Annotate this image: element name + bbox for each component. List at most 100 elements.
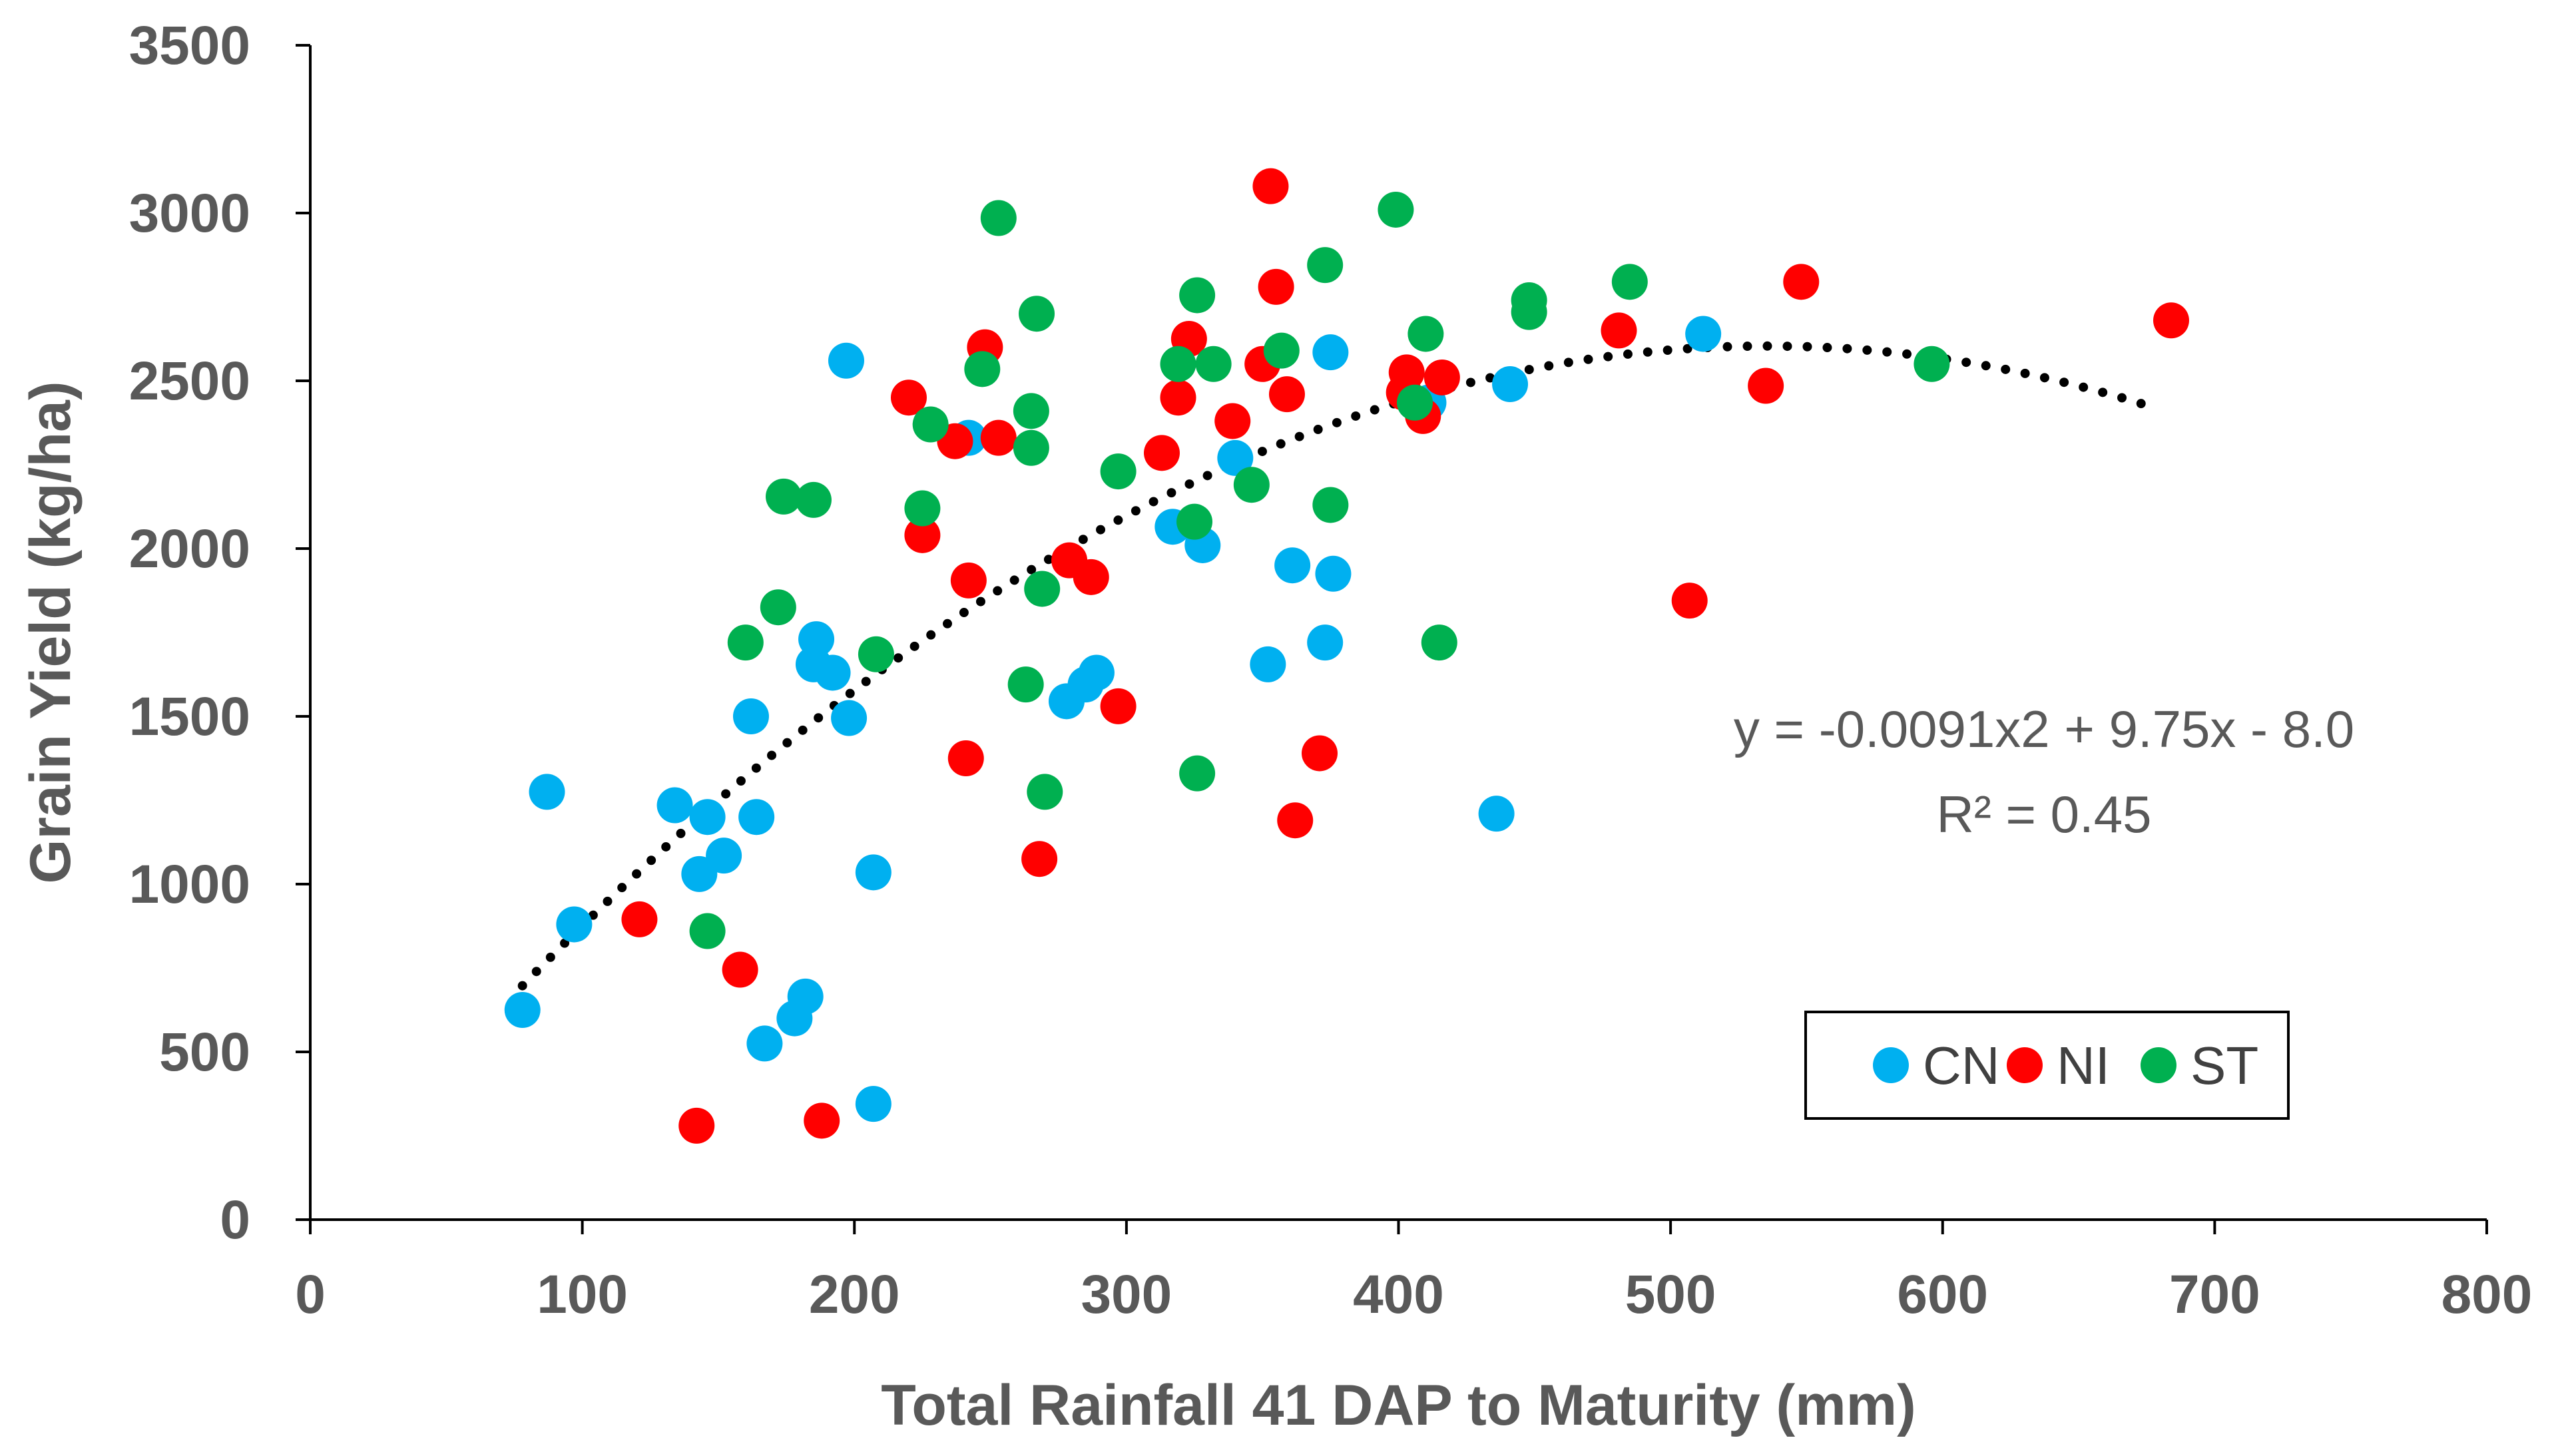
point-ni bbox=[947, 740, 984, 776]
point-st bbox=[1421, 624, 1457, 661]
point-cn bbox=[814, 654, 851, 691]
point-ni bbox=[1388, 354, 1425, 391]
point-cn bbox=[1492, 366, 1529, 403]
point-cn bbox=[681, 855, 718, 892]
y-tick-label: 500 bbox=[159, 1022, 250, 1083]
point-ni bbox=[1100, 688, 1137, 724]
point-st bbox=[858, 636, 894, 672]
x-tick-label: 700 bbox=[2169, 1264, 2260, 1325]
point-ni bbox=[2153, 302, 2189, 339]
point-ni bbox=[1301, 735, 1338, 772]
point-ni bbox=[1277, 802, 1314, 839]
point-st bbox=[1019, 296, 1055, 332]
point-cn bbox=[1315, 555, 1352, 592]
legend-marker-ni bbox=[2007, 1047, 2043, 1083]
point-st bbox=[1179, 755, 1216, 792]
x-tick-label: 200 bbox=[809, 1264, 900, 1325]
y-tick-label: 0 bbox=[220, 1190, 250, 1250]
legend-label-cn: CN bbox=[1923, 1036, 2000, 1095]
point-ni bbox=[1143, 435, 1180, 471]
point-st bbox=[760, 589, 796, 626]
x-tick-label: 0 bbox=[295, 1264, 326, 1325]
point-ni bbox=[1252, 168, 1289, 204]
point-cn bbox=[1274, 547, 1311, 584]
point-ni bbox=[1601, 312, 1637, 349]
point-cn bbox=[855, 854, 892, 891]
point-cn bbox=[504, 992, 541, 1028]
y-tick-label: 2000 bbox=[129, 519, 250, 579]
x-tick-label: 800 bbox=[2441, 1264, 2533, 1325]
point-ni bbox=[1214, 403, 1251, 439]
trendline-layer bbox=[517, 341, 2160, 991]
point-cn bbox=[529, 774, 565, 810]
point-st bbox=[1511, 294, 1547, 330]
point-st bbox=[1007, 666, 1044, 703]
point-ni bbox=[1423, 359, 1460, 395]
point-cn bbox=[746, 1025, 783, 1062]
point-ni bbox=[1021, 841, 1058, 877]
point-cn bbox=[798, 621, 835, 658]
point-st bbox=[1024, 571, 1061, 607]
x-axis-title: Total Rainfall 41 DAP to Maturity (mm) bbox=[881, 1373, 1916, 1437]
point-cn bbox=[556, 906, 593, 943]
point-st bbox=[904, 490, 941, 527]
point-cn bbox=[831, 700, 868, 736]
point-cn bbox=[656, 787, 693, 824]
y-tick-label: 3000 bbox=[129, 183, 250, 244]
axes: 0 100 200 300 400 500 600 700 800 0 500 1000 1500 200… bbox=[19, 15, 2532, 1437]
point-st bbox=[1407, 316, 1444, 352]
point-cn bbox=[1478, 796, 1515, 832]
point-st bbox=[1233, 467, 1270, 503]
point-st bbox=[1378, 191, 1414, 228]
point-st bbox=[1397, 384, 1433, 421]
point-cn bbox=[738, 799, 775, 836]
point-ni bbox=[722, 951, 758, 988]
point-ni bbox=[678, 1107, 715, 1144]
point-ni bbox=[980, 419, 1017, 456]
point-ni bbox=[1671, 583, 1708, 619]
point-st bbox=[1013, 429, 1049, 466]
y-tick-label: 1500 bbox=[129, 686, 250, 747]
point-cn bbox=[689, 799, 726, 836]
point-ni bbox=[890, 379, 927, 416]
point-cn bbox=[1078, 654, 1115, 691]
legend-marker-cn bbox=[1873, 1047, 1909, 1083]
x-tick-label: 300 bbox=[1081, 1264, 1172, 1325]
point-st bbox=[689, 913, 726, 949]
point-ni bbox=[1160, 379, 1196, 416]
x-tick-label: 400 bbox=[1353, 1264, 1444, 1325]
legend-label-ni: NI bbox=[2057, 1036, 2110, 1095]
annotation-layer: y = -0.0091x2 + 9.75x - 8.0 R² = 0.45 bbox=[1734, 700, 2354, 844]
legend-label-st: ST bbox=[2190, 1036, 2258, 1095]
y-tick-label: 1000 bbox=[129, 854, 250, 915]
r-squared-label: R² = 0.45 bbox=[1936, 785, 2151, 844]
point-st bbox=[1611, 264, 1648, 300]
point-ni bbox=[1268, 376, 1305, 413]
point-st bbox=[912, 406, 949, 443]
data-points bbox=[504, 168, 2189, 1144]
point-st bbox=[1179, 277, 1216, 314]
point-ni bbox=[1073, 559, 1109, 595]
x-tick-label: 600 bbox=[1897, 1264, 1988, 1325]
point-st bbox=[795, 481, 832, 518]
point-st bbox=[766, 478, 802, 515]
trendline bbox=[517, 341, 2160, 991]
point-cn bbox=[828, 342, 864, 379]
point-st bbox=[1027, 774, 1063, 810]
point-ni bbox=[804, 1102, 840, 1139]
point-st bbox=[1176, 503, 1213, 540]
point-cn bbox=[706, 838, 742, 874]
point-st bbox=[1195, 346, 1232, 382]
point-st bbox=[1307, 247, 1344, 284]
point-cn bbox=[1685, 316, 1722, 352]
trendline-equation: y = -0.0091x2 + 9.75x - 8.0 bbox=[1734, 700, 2354, 758]
point-cn bbox=[787, 978, 824, 1015]
point-st bbox=[1100, 453, 1137, 490]
point-ni bbox=[950, 562, 987, 599]
x-tick-label: 500 bbox=[1625, 1264, 1716, 1325]
point-ni bbox=[621, 901, 658, 937]
point-ni bbox=[1258, 268, 1294, 305]
point-st bbox=[1312, 487, 1349, 523]
point-cn bbox=[855, 1086, 892, 1122]
